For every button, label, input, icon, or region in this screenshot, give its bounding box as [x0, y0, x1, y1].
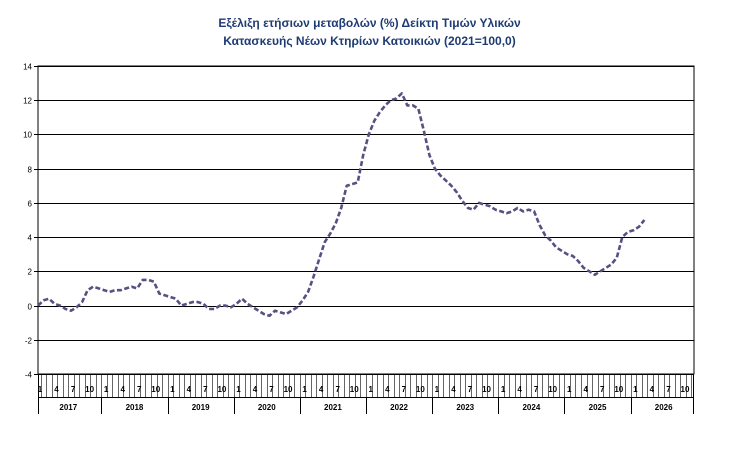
- x-year-label: 2017: [59, 403, 77, 412]
- x-month-label: 1: [38, 385, 43, 394]
- plot-frame: [37, 65, 695, 375]
- x-year-label: 2020: [258, 403, 276, 412]
- x-month-label: 10: [482, 385, 491, 394]
- x-month-label: 4: [120, 385, 125, 394]
- y-tick-label: -4: [25, 371, 33, 380]
- x-month-label: 7: [468, 385, 473, 394]
- x-month-label: 1: [633, 385, 638, 394]
- y-tick-label: 4: [28, 234, 33, 243]
- x-month-label: 10: [85, 385, 94, 394]
- x-month-label: 10: [151, 385, 160, 394]
- x-year-label: 2023: [456, 403, 474, 412]
- y-tick-label: 6: [28, 200, 33, 209]
- x-month-label: 1: [236, 385, 241, 394]
- x-month-label: 4: [253, 385, 258, 394]
- x-month-label: 1: [369, 385, 374, 394]
- x-month-label: 1: [567, 385, 572, 394]
- x-month-label: 4: [584, 385, 589, 394]
- x-month-label: 4: [54, 385, 59, 394]
- x-month-label: 7: [600, 385, 605, 394]
- series-line-0: [37, 92, 646, 318]
- series-layer: [37, 92, 646, 318]
- x-month-label: 7: [402, 385, 407, 394]
- x-month-label: 1: [501, 385, 506, 394]
- y-tick-label: 0: [28, 303, 33, 312]
- x-month-label: 7: [534, 385, 539, 394]
- y-tick-label: 8: [28, 166, 33, 175]
- x-month-label: 4: [319, 385, 324, 394]
- x-month-label: 10: [350, 385, 359, 394]
- y-tick-label: 2: [28, 268, 33, 277]
- x-month-label: 7: [71, 385, 76, 394]
- x-month-label: 7: [137, 385, 142, 394]
- x-month-label: 10: [614, 385, 623, 394]
- x-month-label: 7: [269, 385, 274, 394]
- y-tick-label: 14: [23, 63, 32, 72]
- x-month-label: 4: [517, 385, 522, 394]
- x-month-label: 10: [217, 385, 226, 394]
- x-month-label: 10: [548, 385, 557, 394]
- x-year-label: 2024: [522, 403, 540, 412]
- x-year-label: 2019: [192, 403, 210, 412]
- gridlines: [37, 65, 695, 375]
- chart-title-line-1: Εξέλιξη ετήσιων μεταβολών (%) Δείκτη Τιμ…: [218, 16, 521, 30]
- x-year-label: 2022: [390, 403, 408, 412]
- x-year-label: 2025: [589, 403, 607, 412]
- x-month-label: 1: [435, 385, 440, 394]
- x-month-label: 1: [104, 385, 109, 394]
- x-month-label: 10: [284, 385, 293, 394]
- y-tick-label: 10: [23, 131, 32, 140]
- y-axis: 14 12 10 8 6 4 2 0 -2 -4: [23, 63, 38, 380]
- x-month-label: 10: [416, 385, 425, 394]
- x-month-label: 1: [170, 385, 175, 394]
- x-month-label: 4: [187, 385, 192, 394]
- x-month-label: 7: [203, 385, 208, 394]
- x-month-label: 4: [451, 385, 456, 394]
- x-month-label: 7: [335, 385, 340, 394]
- x-year-label: 2018: [126, 403, 144, 412]
- y-tick-label: -2: [25, 337, 33, 346]
- x-month-label: 4: [650, 385, 655, 394]
- chart-title-line-2: Κατασκευής Νέων Κτηρίων Κατοικιών (2021=…: [223, 34, 516, 48]
- x-month-label: 10: [681, 385, 690, 394]
- chart-title: Εξέλιξη ετήσιων μεταβολών (%) Δείκτη Τιμ…: [0, 14, 739, 50]
- x-year-label: 2021: [324, 403, 342, 412]
- y-tick-label: 12: [23, 97, 32, 106]
- x-month-label: 1: [302, 385, 307, 394]
- x-year-label: 2026: [655, 403, 673, 412]
- x-month-label: 7: [666, 385, 671, 394]
- x-month-label: 4: [385, 385, 390, 394]
